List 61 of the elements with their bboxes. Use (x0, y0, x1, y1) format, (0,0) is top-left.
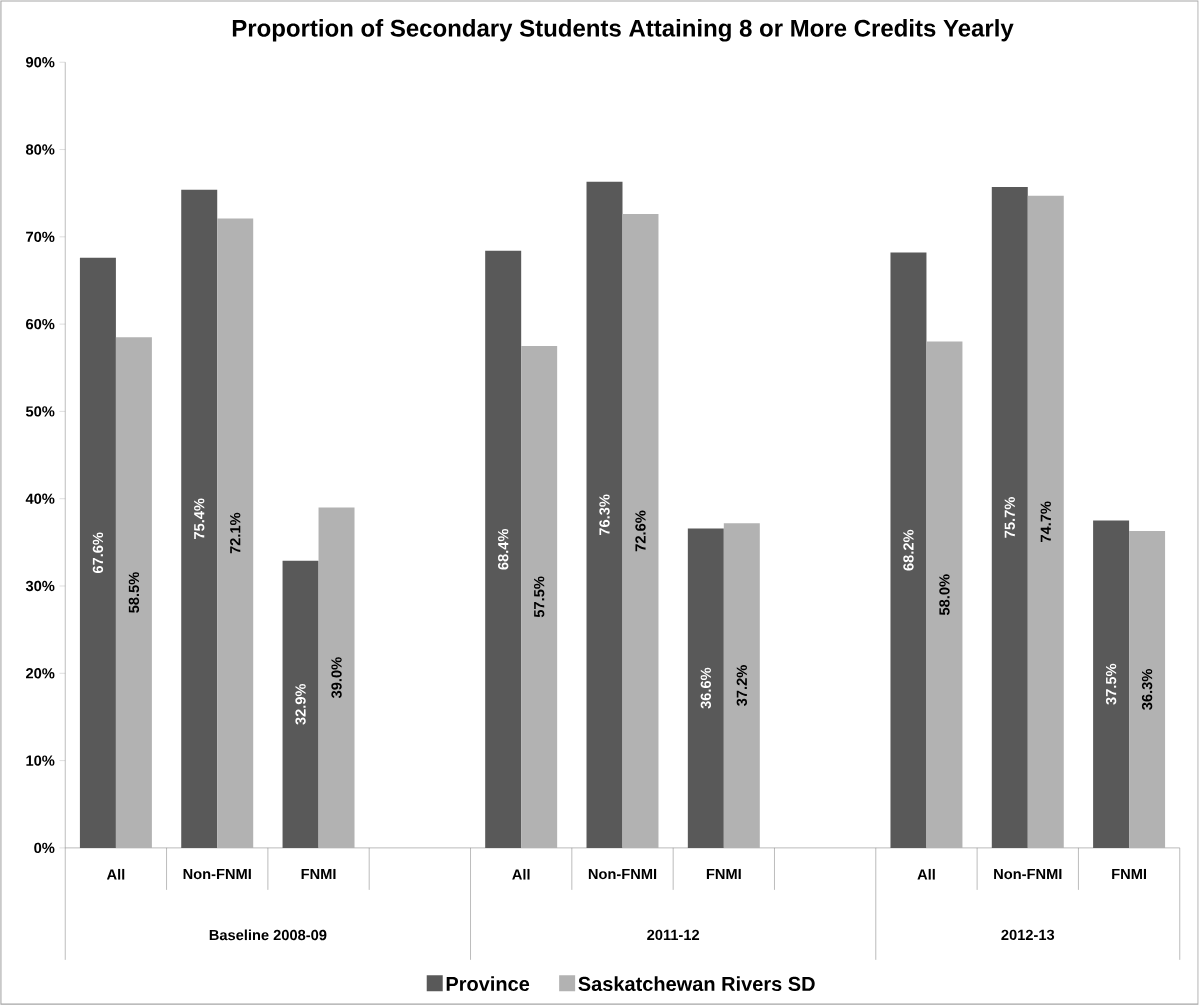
data-label: 67.6% (92, 532, 104, 574)
data-label: 72.6% (635, 510, 646, 552)
text: 2011-12 (647, 929, 700, 941)
bar (217, 218, 254, 848)
bar (723, 523, 760, 848)
data-label: 74.7% (1040, 501, 1051, 542)
y-tick-label: 0% (34, 842, 55, 854)
x-tick-label: FNMI (1112, 868, 1147, 879)
legend-label: Saskatchewan Rivers SD (578, 976, 815, 991)
bar (318, 507, 355, 848)
bar (282, 560, 319, 848)
data-label: 36.3% (1141, 669, 1153, 710)
y-tick-label: 50% (25, 406, 55, 417)
y-tick-label: 90% (26, 57, 55, 68)
bar (687, 528, 724, 848)
bar (926, 341, 963, 848)
data-label: 32.9% (295, 683, 306, 725)
x-tick-label: Non-FNMI (183, 868, 251, 880)
bar (1129, 530, 1166, 848)
bar (991, 187, 1028, 848)
bar (622, 214, 659, 848)
text: Baseline 2008-09 (209, 929, 327, 941)
data-label: 72.1% (230, 512, 241, 554)
y-tick-label: 70% (26, 231, 55, 242)
x-tick-label: Non-FNMI (588, 868, 657, 880)
bar (485, 250, 522, 848)
data-label: 68.2% (903, 529, 914, 571)
data-label: 58.0% (939, 574, 950, 616)
data-label: 37.2% (736, 665, 748, 706)
x-tick-label: All (512, 868, 530, 880)
y-tick-label: 60% (26, 318, 55, 330)
x-tick-label: All (917, 868, 935, 880)
bar (1093, 520, 1130, 848)
bar (521, 345, 558, 848)
x-tick-label: Non-FNMI (994, 868, 1062, 880)
x-tick-label: All (106, 868, 125, 880)
data-label: 75.7% (1004, 497, 1015, 538)
data-label: 68.4% (498, 528, 509, 570)
y-tick-label: 10% (26, 755, 55, 766)
x-tick-label: FNMI (706, 868, 741, 879)
data-label: 58.5% (128, 572, 140, 613)
bar (181, 189, 218, 848)
x-tick-label: FNMI (301, 868, 336, 879)
data-label: 75.4% (194, 498, 205, 539)
y-tick-label: 80% (25, 144, 55, 155)
bar (890, 252, 927, 848)
chart-title: Proportion of Secondary Students Attaining 8 or More Credits Yearly (232, 19, 1014, 42)
y-tick-label: 40% (25, 493, 55, 504)
data-label: 57.5% (534, 576, 545, 618)
data-label: 36.6% (700, 667, 712, 709)
y-tick-label: 30% (25, 580, 55, 592)
bar (1027, 195, 1064, 848)
bar (79, 257, 116, 848)
data-label: 37.5% (1105, 663, 1117, 705)
bar (115, 337, 152, 848)
text: 2012-13 (1001, 929, 1055, 941)
data-label: 76.3% (599, 494, 610, 535)
data-label: 39.0% (331, 657, 342, 699)
y-tick-label: 20% (26, 668, 55, 679)
bar (586, 181, 623, 848)
legend-label: Province (446, 976, 530, 991)
